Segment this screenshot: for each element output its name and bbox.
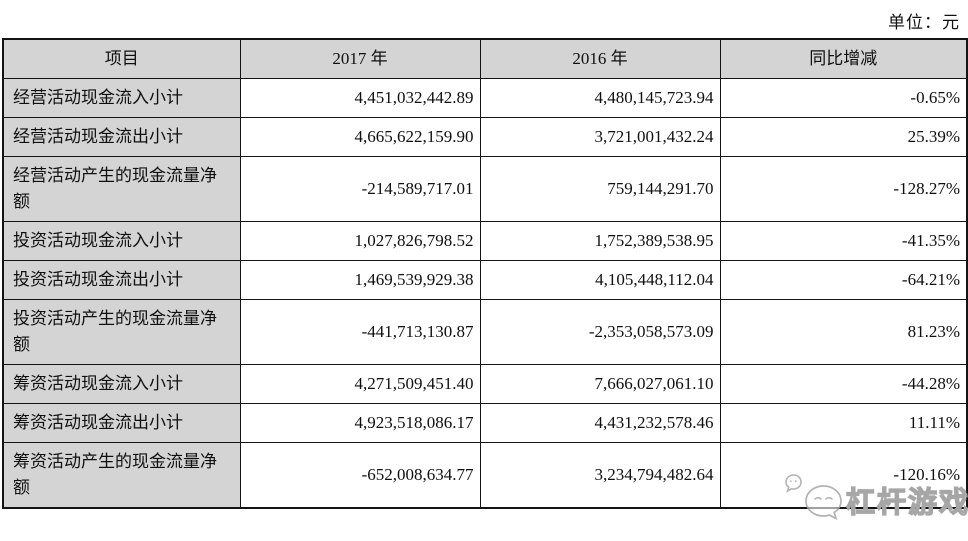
column-header-item: 项目 <box>2 38 241 79</box>
cell-item: 筹资活动现金流出小计 <box>2 403 241 443</box>
cell-2017-value: -441,713,130.87 <box>239 299 481 365</box>
cell-item: 投资活动现金流入小计 <box>2 221 241 261</box>
column-header-2017: 2017 年 <box>239 38 481 79</box>
cell-2017-value: -214,589,717.01 <box>239 156 481 222</box>
cell-2017-value: 4,923,518,086.17 <box>239 403 481 443</box>
cell-yoy-value: -41.35% <box>719 221 968 261</box>
column-header-yoy: 同比增减 <box>719 38 968 79</box>
cell-item: 投资活动现金流出小计 <box>2 260 241 300</box>
cell-yoy-value: 81.23% <box>719 299 968 365</box>
cell-2016-value: 4,431,232,578.46 <box>479 403 721 443</box>
cell-2017-value: 4,271,509,451.40 <box>239 364 481 404</box>
table-header-row: 项目 2017 年 2016 年 同比增减 <box>2 38 968 79</box>
cell-item: 筹资活动产生的现金流量净额 <box>2 442 241 509</box>
table-row: 经营活动现金流入小计 4,451,032,442.89 4,480,145,723.… <box>2 78 968 118</box>
cell-item: 经营活动现金流出小计 <box>2 117 241 157</box>
column-header-2016: 2016 年 <box>479 38 721 79</box>
cash-flow-table: 项目 2017 年 2016 年 同比增减 经营活动现金流入小计 4,451,03… <box>2 38 968 509</box>
cell-yoy-value: -44.28% <box>719 364 968 404</box>
cell-item: 经营活动产生的现金流量净额 <box>2 156 241 222</box>
cell-2017-value: 1,027,826,798.52 <box>239 221 481 261</box>
cell-yoy-value: -64.21% <box>719 260 968 300</box>
cell-2017-value: 4,665,622,159.90 <box>239 117 481 157</box>
cell-2016-value: 4,105,448,112.04 <box>479 260 721 300</box>
cell-2016-value: -2,353,058,573.09 <box>479 299 721 365</box>
cell-2016-value: 1,752,389,538.95 <box>479 221 721 261</box>
cell-2016-value: 3,234,794,482.64 <box>479 442 721 509</box>
cell-2017-value: 1,469,539,929.38 <box>239 260 481 300</box>
cell-item: 经营活动现金流入小计 <box>2 78 241 118</box>
table-row: 投资活动现金流入小计 1,027,826,798.52 1,752,389,538.… <box>2 221 968 261</box>
cell-yoy-value: 25.39% <box>719 117 968 157</box>
cell-yoy-value: -0.65% <box>719 78 968 118</box>
table-row: 筹资活动产生的现金流量净额 -652,008,634.77 3,234,794,48… <box>2 442 968 509</box>
cell-2016-value: 4,480,145,723.94 <box>479 78 721 118</box>
cell-item: 投资活动产生的现金流量净额 <box>2 299 241 365</box>
cell-yoy-value: -120.16% <box>719 442 968 509</box>
cell-2016-value: 759,144,291.70 <box>479 156 721 222</box>
table-row: 筹资活动现金流出小计 4,923,518,086.17 4,431,232,578.… <box>2 403 968 443</box>
cell-item: 筹资活动现金流入小计 <box>2 364 241 404</box>
unit-label: 单位：元 <box>888 13 960 32</box>
table-row: 经营活动现金流出小计 4,665,622,159.90 3,721,001,432.… <box>2 117 968 157</box>
table-row: 投资活动产生的现金流量净额 -441,713,130.87 -2,353,058,5… <box>2 299 968 365</box>
cell-2016-value: 7,666,027,061.10 <box>479 364 721 404</box>
cell-yoy-value: 11.11% <box>719 403 968 443</box>
cell-2017-value: 4,451,032,442.89 <box>239 78 481 118</box>
cell-2017-value: -652,008,634.77 <box>239 442 481 509</box>
table-row: 经营活动产生的现金流量净额 -214,589,717.01 759,144,291.… <box>2 156 968 222</box>
table-row: 筹资活动现金流入小计 4,271,509,451.40 7,666,027,061.… <box>2 364 968 404</box>
cell-2016-value: 3,721,001,432.24 <box>479 117 721 157</box>
table-row: 投资活动现金流出小计 1,469,539,929.38 4,105,448,112.… <box>2 260 968 300</box>
cell-yoy-value: -128.27% <box>719 156 968 222</box>
